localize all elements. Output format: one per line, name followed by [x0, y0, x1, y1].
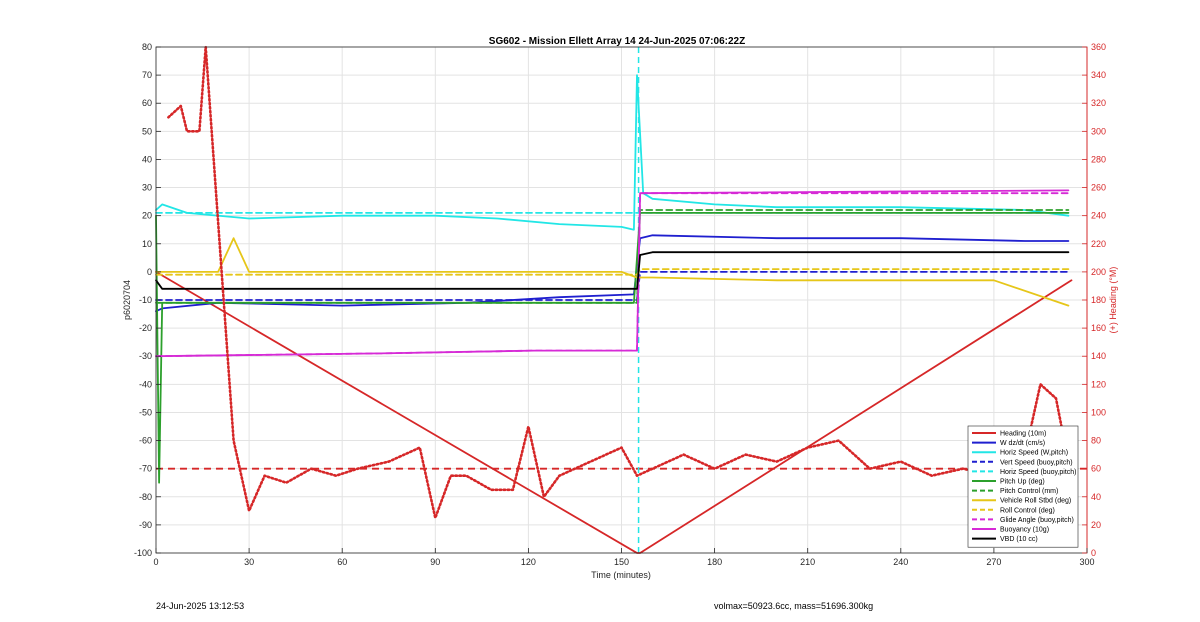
x-tick-label: 120	[521, 557, 536, 567]
y-right-tick-label: 320	[1091, 98, 1106, 108]
series-line-2	[155, 74, 1070, 231]
legend-box	[967, 425, 1079, 548]
chart-title: SG602 - Mission Ellett Array 14 24-Jun-2…	[489, 36, 745, 47]
y-right-tick-label: 140	[1091, 351, 1106, 361]
y-tick-label: -40	[139, 379, 152, 389]
legend-entry: Glide Angle (buoy,pitch)	[1000, 517, 1074, 524]
y-tick-label: -100	[134, 548, 152, 558]
y-tick-label: -20	[139, 323, 152, 333]
legend-entry: Pitch Control (mm)	[1000, 488, 1058, 495]
x-tick-label: 180	[707, 557, 722, 567]
y-tick-label: 20	[142, 211, 152, 221]
y-right-tick-label: 220	[1091, 239, 1106, 249]
x-tick-label: 210	[800, 557, 815, 567]
x-tick-label: 60	[337, 557, 347, 567]
y-tick-label: 10	[142, 239, 152, 249]
y-axis-label: p6020704	[122, 280, 132, 320]
legend-entry: Horiz Speed (W,pitch)	[1000, 450, 1068, 457]
y-right-tick-label: 60	[1091, 464, 1101, 474]
legend-entry: W dz/dt (cm/s)	[1000, 440, 1045, 447]
legend-entry: Vehicle Roll Stbd (deg)	[1000, 498, 1071, 505]
series-line-10	[155, 189, 1070, 358]
x-tick-label: 0	[153, 557, 158, 567]
y-right-tick-label: 120	[1091, 379, 1106, 389]
y-tick-label: -10	[139, 295, 152, 305]
legend-entry: Horiz Speed (buoy,pitch)	[1000, 469, 1077, 476]
series-layer	[155, 45, 1087, 554]
legend-entry: Heading (10m)	[1000, 431, 1046, 438]
y-right-tick-label: 260	[1091, 183, 1106, 193]
y-right-tick-label: 160	[1091, 323, 1106, 333]
legend-entry: Vert Speed (buoy,pitch)	[1000, 459, 1073, 466]
y-axis-label-right: (+) Heading (°M)	[1108, 267, 1118, 334]
y-right-tick-label: 280	[1091, 154, 1106, 164]
y-tick-label: 80	[142, 42, 152, 52]
legend-entry: VBD (10 cc)	[1000, 536, 1038, 543]
y-tick-label: -60	[139, 436, 152, 446]
y-tick-label: -80	[139, 492, 152, 502]
footer-timestamp: 24-Jun-2025 13:12:53	[156, 601, 245, 611]
y-right-tick-label: 180	[1091, 295, 1106, 305]
series-line-12	[167, 45, 1070, 520]
y-tick-label: -90	[139, 520, 152, 530]
y-right-tick-label: 80	[1091, 436, 1101, 446]
y-tick-label: 0	[147, 267, 152, 277]
legend-entry: Pitch Up (deg)	[1000, 479, 1045, 486]
y-tick-label: 40	[142, 154, 152, 164]
axes: 0 30 60 90 120 150 180 210 240 270 300-100-90-80-7…	[134, 42, 1106, 567]
y-tick-label: -30	[139, 351, 152, 361]
y-right-tick-label: 40	[1091, 492, 1101, 502]
y-tick-label: -50	[139, 407, 152, 417]
y-right-tick-label: 300	[1091, 126, 1106, 136]
legend-entry: Buoyancy (10g)	[1000, 527, 1049, 534]
series-line-11	[155, 251, 1070, 290]
x-tick-label: 30	[244, 557, 254, 567]
x-tick-label: 90	[430, 557, 440, 567]
y-tick-label: 30	[142, 183, 152, 193]
y-tick-label: -70	[139, 464, 152, 474]
y-right-tick-label: 0	[1091, 548, 1096, 558]
y-right-tick-label: 200	[1091, 267, 1106, 277]
legend: Heading (10m) W dz/dt (cm/s) Horiz Speed (…	[967, 425, 1079, 548]
y-right-tick-label: 20	[1091, 520, 1101, 530]
y-right-tick-label: 360	[1091, 42, 1106, 52]
footer-volmax-mass: volmax=50923.6cc, mass=51696.300kg	[714, 601, 874, 611]
y-right-tick-label: 100	[1091, 407, 1106, 417]
x-tick-label: 150	[614, 557, 629, 567]
series-line-7	[155, 237, 1070, 307]
y-right-tick-label: 340	[1091, 70, 1106, 80]
y-tick-label: 50	[142, 126, 152, 136]
x-tick-label: 300	[1079, 557, 1094, 567]
x-tick-label: 240	[893, 557, 908, 567]
y-tick-label: 70	[142, 70, 152, 80]
y-tick-label: 60	[142, 98, 152, 108]
legend-entry: Roll Control (deg)	[1000, 507, 1055, 514]
x-axis-label: Time (minutes)	[591, 570, 651, 580]
x-tick-label: 270	[986, 557, 1001, 567]
series-line-6	[155, 209, 1070, 304]
y-right-tick-label: 240	[1091, 211, 1106, 221]
